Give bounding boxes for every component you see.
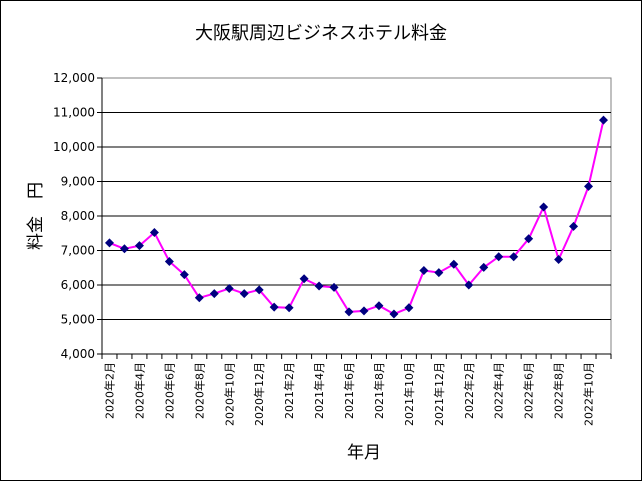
data-point [449, 259, 459, 269]
x-tick-label: 2020年2月 [102, 362, 116, 419]
x-tick-label: 2020年10月 [222, 362, 236, 426]
data-point [209, 289, 219, 299]
y-tick-label: 8,000 [61, 209, 95, 223]
data-point [134, 241, 144, 251]
y-tick-label: 6,000 [61, 278, 95, 292]
data-point [374, 301, 384, 311]
data-point [344, 307, 354, 317]
y-tick-label: 5,000 [61, 313, 95, 327]
data-point [299, 274, 309, 284]
x-tick-label: 2021年8月 [372, 362, 386, 419]
data-point [524, 234, 534, 244]
data-point [464, 280, 474, 290]
grid-lines [97, 77, 611, 355]
data-point [479, 262, 489, 272]
x-tick-label: 2020年12月 [252, 362, 266, 426]
axes [101, 78, 612, 359]
data-point [404, 303, 414, 313]
data-point [434, 268, 444, 278]
data-point [494, 252, 504, 262]
data-point [224, 283, 234, 293]
x-tick-label: 2022年4月 [492, 362, 506, 419]
y-tick-label: 4,000 [61, 347, 95, 361]
chart-title: 大阪駅周辺ビジネスホテル料金 [195, 23, 447, 44]
data-point [599, 115, 609, 125]
x-tick-label: 2021年10月 [402, 362, 416, 426]
x-tick-label: 2020年6月 [162, 362, 176, 419]
x-tick-label: 2020年8月 [192, 362, 206, 419]
x-tick-label: 2022年8月 [552, 362, 566, 419]
data-point [284, 303, 294, 313]
y-tick-label: 9,000 [61, 175, 95, 189]
data-point [584, 181, 594, 191]
x-tick-label: 2021年4月 [312, 362, 326, 419]
x-axis-label: 年月 [347, 443, 381, 463]
x-tick-label: 2021年2月 [282, 362, 296, 419]
x-tick-label: 2021年12月 [432, 362, 446, 426]
data-point [194, 293, 204, 303]
data-point [329, 282, 339, 292]
data-point [539, 202, 549, 212]
data-point [179, 270, 189, 280]
data-point [119, 244, 129, 254]
data-point [164, 257, 174, 267]
y-tick-labels: 4,000 5,000 6,000 7,000 8,000 9,000 10,000 11,0… [53, 71, 95, 361]
data-point [359, 306, 369, 316]
x-tick-label: 2021年6月 [342, 362, 356, 419]
x-tick-label: 2022年2月 [462, 362, 476, 419]
y-tick-label: 10,000 [53, 140, 95, 154]
series-line [109, 119, 605, 316]
data-point [509, 252, 519, 262]
y-tick-label: 11,000 [53, 106, 95, 120]
x-tick-labels: 2020年2月 2020年4月 2020年6月 2020年8月 2020年10月 2020… [102, 362, 595, 426]
data-point [104, 238, 114, 248]
y-tick-label: 7,000 [61, 244, 95, 258]
data-point [569, 221, 579, 231]
data-point [389, 309, 399, 319]
y-axis-label: 料金 円 [26, 182, 46, 250]
data-markers [104, 115, 609, 319]
y-tick-label: 12,000 [53, 71, 95, 85]
data-point [149, 228, 159, 238]
x-tick-label: 2022年6月 [522, 362, 536, 419]
data-point [239, 289, 249, 299]
x-tick-label: 2022年10月 [582, 362, 596, 426]
data-point [269, 302, 279, 312]
data-point [314, 281, 324, 291]
data-point [419, 266, 429, 276]
x-tick-label: 2020年4月 [132, 362, 146, 419]
data-point [554, 254, 564, 264]
